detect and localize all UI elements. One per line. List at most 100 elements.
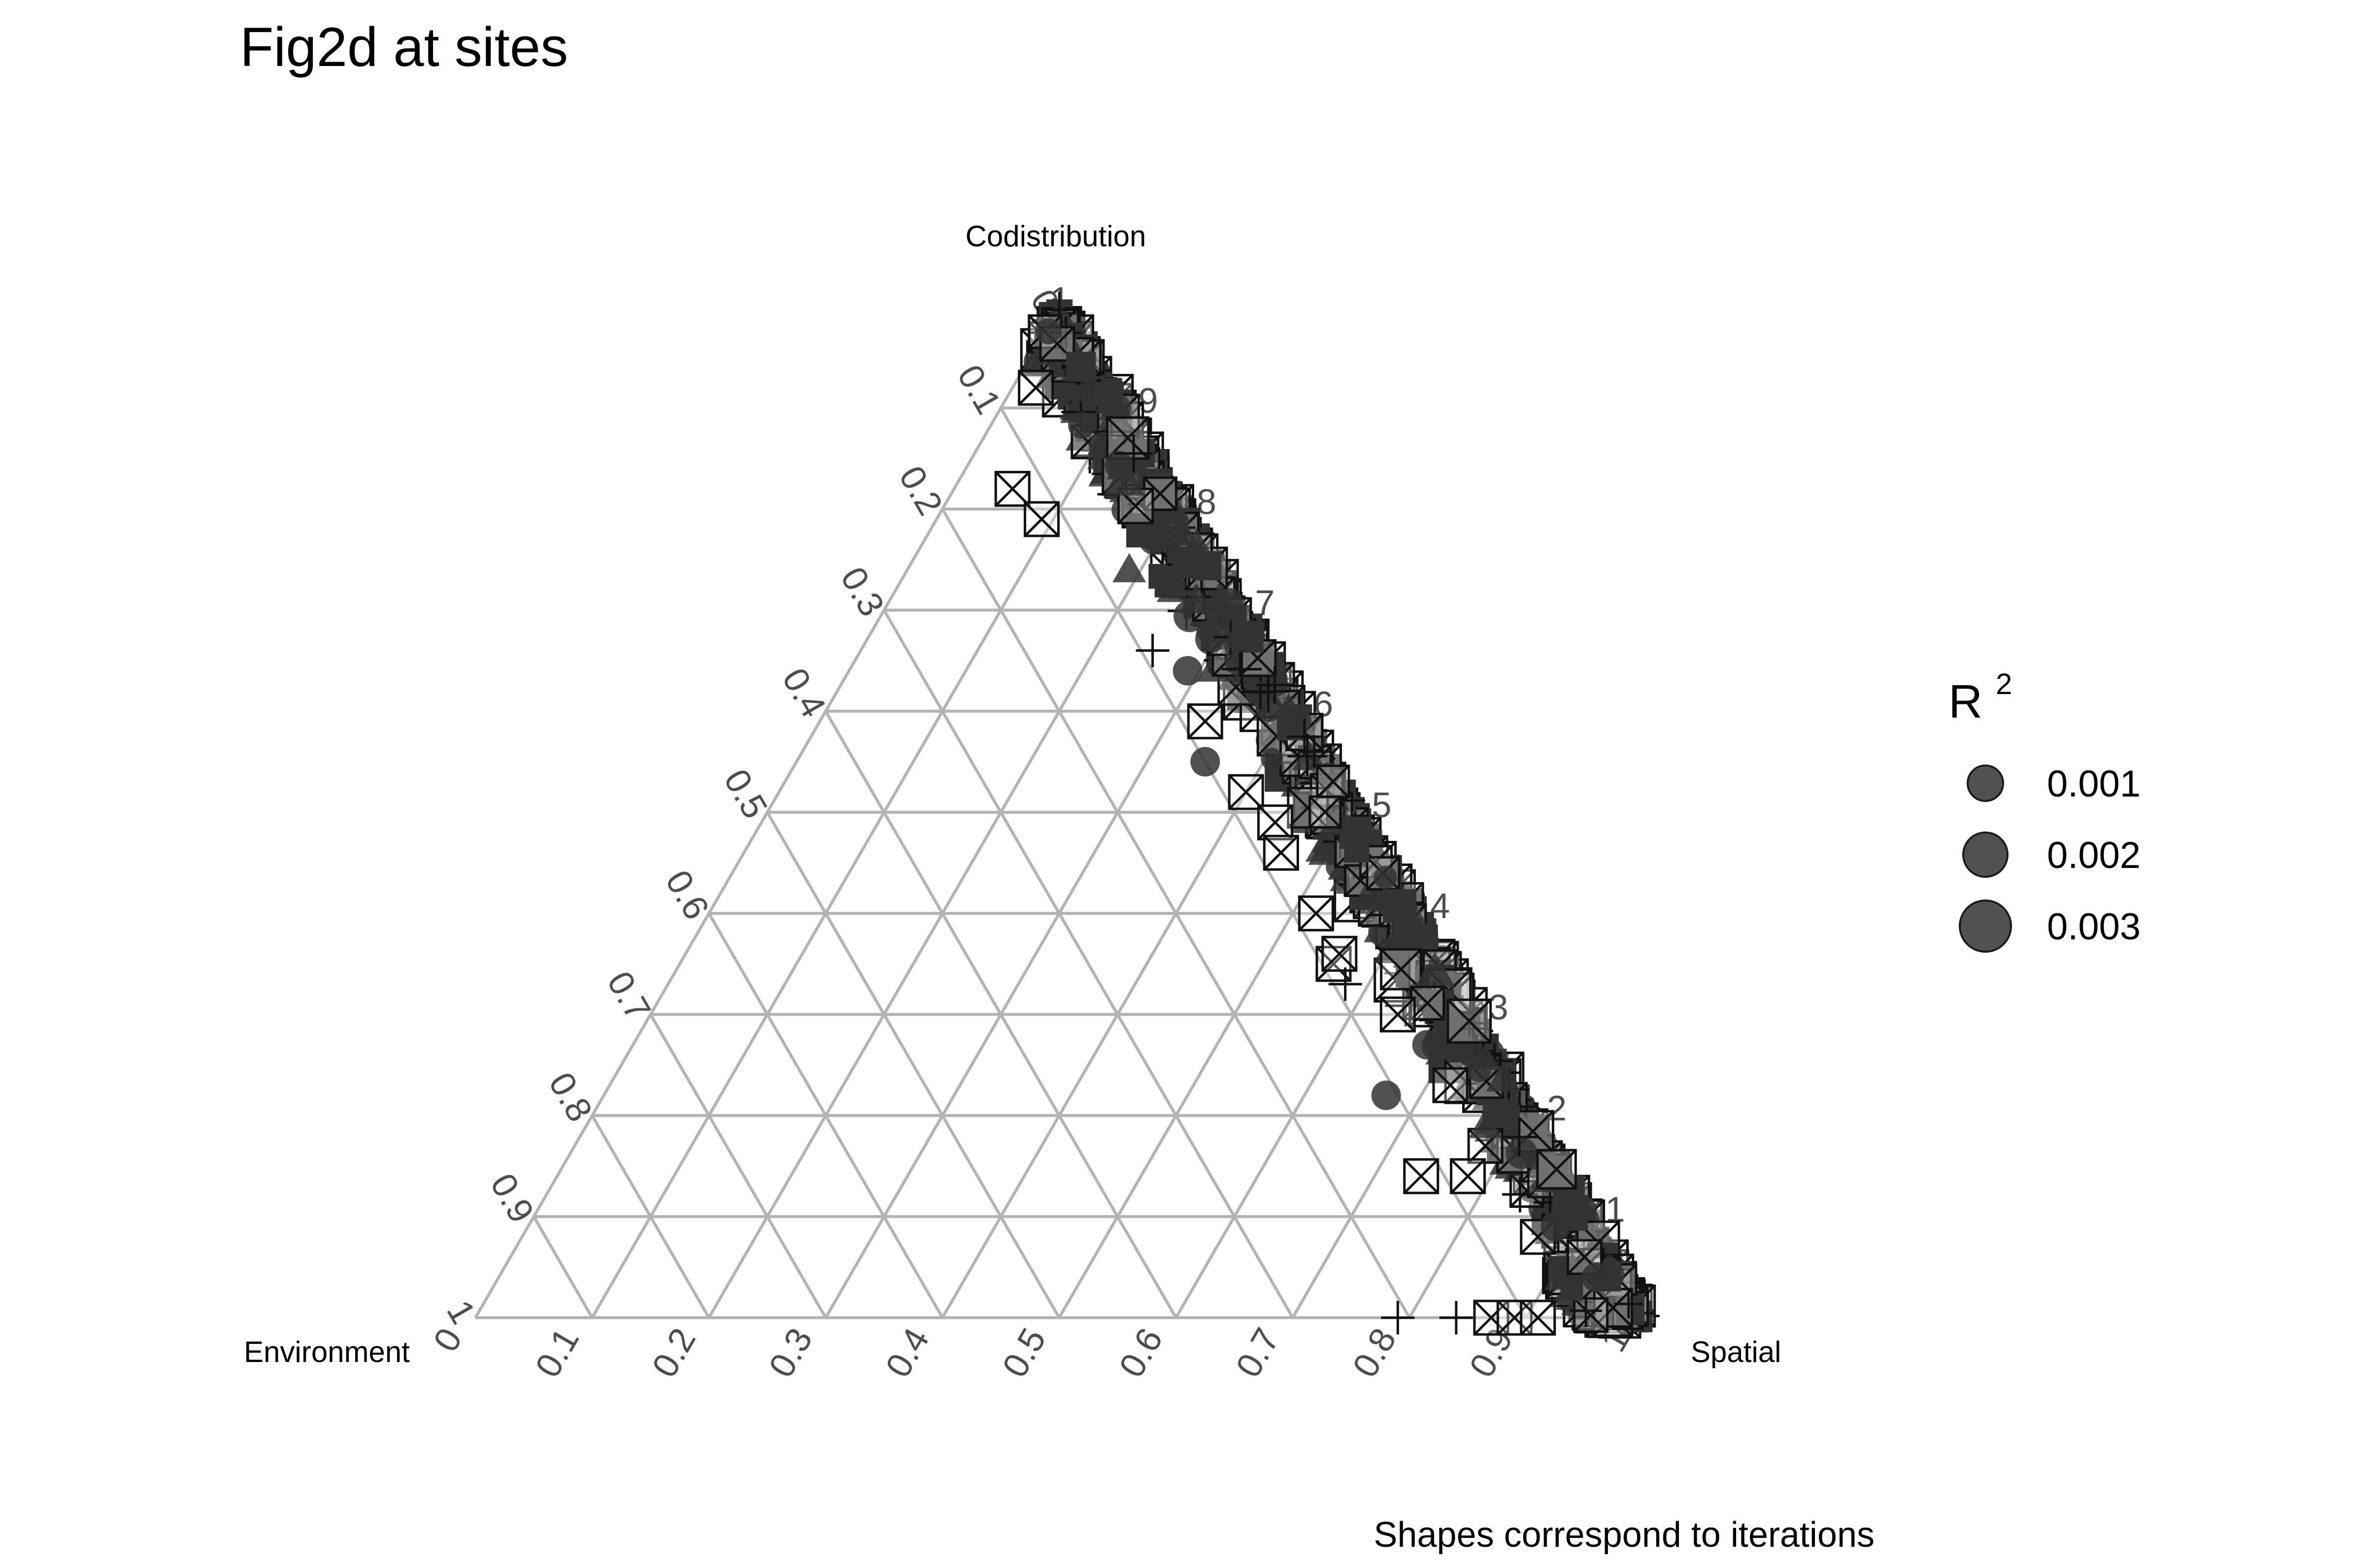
data-point-outlier-16 [1412,1030,1442,1060]
data-point-band-1356 [1506,1137,1538,1169]
tick-bottom-8: 0.8 [1345,1322,1404,1384]
data-point-band-1386 [1117,487,1154,525]
legend-key-0003 [1959,899,2012,953]
grid-line-env-8 [591,1115,710,1319]
data-point-outlier-13 [1321,935,1358,972]
data-point-band-1388 [1215,588,1243,616]
grid-line-env-5 [766,811,1061,1319]
data-point-band-1392 [1394,918,1422,947]
data-point-top-118 [1035,318,1062,345]
data-point-band-1354 [1256,666,1293,704]
legend-key-0002 [1962,832,2009,878]
data-point-band-1384 [1221,649,1262,690]
data-point-band-1347 [1516,1112,1551,1142]
chart-caption: Shapes correspond to iterations [1374,1515,1875,1555]
data-point-band-1399 [1308,795,1342,829]
data-point-outlier-18 [1432,1067,1469,1103]
data-point-outlier-20 [1403,1158,1440,1195]
data-point-band-1396 [1341,822,1369,848]
data-point-band-1335 [1414,951,1456,988]
legend-title-text: R [1948,675,1982,728]
grid-line-env-3 [882,609,1294,1319]
legend-label-0003: 0.003 [2047,906,2141,948]
data-point-band-1397 [1114,434,1153,473]
data-point-outlier-7 [1190,747,1220,777]
data-point-band-1253 [1179,583,1214,613]
data-point-outlier-9 [1257,804,1293,841]
tick-left-10: 1 [439,1294,483,1331]
axis-label-environment: Environment [244,1335,410,1368]
tick-bottom-7: 0.7 [1229,1322,1287,1384]
data-point-band-1317 [1139,524,1170,555]
data-point-outlier-3 [1112,553,1146,583]
tick-bottom-4: 0.4 [878,1322,937,1384]
grid-line-env-9 [532,1216,594,1319]
data-point-corner-246 [1573,1297,1609,1333]
legend-label-0001: 0.001 [2047,763,2141,805]
data-point-band-1232 [1380,948,1422,991]
grid-line-env-7 [649,1013,827,1319]
data-point-band-1376 [1500,1118,1539,1156]
data-point-band-1351 [1160,511,1200,546]
grid-line-spatial-5 [1058,811,1353,1319]
data-point-band-1393 [1227,627,1252,652]
grid-line-spatial-3 [824,609,1236,1319]
data-point-outlier-8 [1228,774,1264,810]
data-point-outlier-32 [1520,1299,1556,1336]
data-point-outlier-28 [1381,1301,1415,1334]
grid-line-env-6 [707,912,944,1319]
chart-title: Fig2d at sites [240,16,568,78]
data-point-band-1390 [1094,378,1122,406]
data-point-outlier-11 [1298,895,1334,932]
data-point-band-1375 [1470,1043,1501,1070]
data-point-outlier-0 [1018,369,1054,406]
grid-line-spatial-1 [591,407,1119,1319]
legend-key-0001 [1967,765,2004,802]
legend: R 2 0.001 0.002 0.003 [1948,667,2141,953]
data-point-band-1361 [1068,412,1095,439]
tick-bottom-6: 0.6 [1112,1322,1171,1384]
data-point-band-1395 [1104,459,1145,496]
data-point-outlier-15 [1379,996,1416,1032]
data-point-outlier-6 [1187,703,1223,739]
data-point-outlier-29 [1439,1301,1473,1334]
data-point-outlier-24 [1541,1212,1571,1242]
tick-bottom-3: 0.3 [762,1322,820,1384]
data-point-band-1355 [1316,765,1350,799]
legend-title-superscript: 2 [1996,667,2012,700]
grid-line-spatial-6 [1174,912,1411,1319]
data-point-outlier-2 [1023,501,1060,537]
axis-label-spatial: Spatial [1691,1335,1781,1368]
data-point-band-1357 [1286,719,1322,755]
data-point-band-1383 [1536,1149,1577,1190]
tick-bottom-5: 0.5 [995,1322,1054,1384]
data-point-outlier-14 [1328,967,1362,1001]
data-point-outlier-10 [1263,834,1299,871]
data-point-corner-247 [1570,1295,1602,1327]
data-point-top-110 [1041,292,1078,329]
data-point-corner-243 [1614,1289,1643,1319]
legend-label-0002: 0.002 [2047,834,2141,876]
ternary-points [994,292,1660,1339]
tick-bottom-1: 0.1 [528,1322,587,1384]
data-point-outlier-5 [1173,656,1203,686]
axis-label-codistribution: Codistribution [966,220,1146,253]
data-point-outlier-17 [1371,1080,1401,1110]
legend-title: R 2 [1948,667,2012,728]
data-point-band-1380 [1528,1166,1558,1193]
data-point-band-1349 [1172,545,1210,579]
data-point-outlier-21 [1450,1158,1486,1195]
data-point-band-1394 [1486,1061,1521,1092]
tick-bottom-2: 0.2 [645,1322,704,1384]
data-point-outlier-27 [1581,1262,1611,1292]
data-point-outlier-4 [1136,633,1170,667]
data-point-band-1338 [1282,707,1311,735]
data-point-band-1367 [1446,998,1492,1044]
ternary-ticks-left: 00.10.20.30.40.50.60.70.80.91 [439,283,1067,1331]
data-point-band-1329 [1287,736,1327,776]
data-point-top-119 [1066,352,1096,382]
data-point-band-1369 [1374,865,1397,889]
data-point-band-1359 [1382,889,1417,923]
data-point-band-1255 [1261,748,1283,770]
